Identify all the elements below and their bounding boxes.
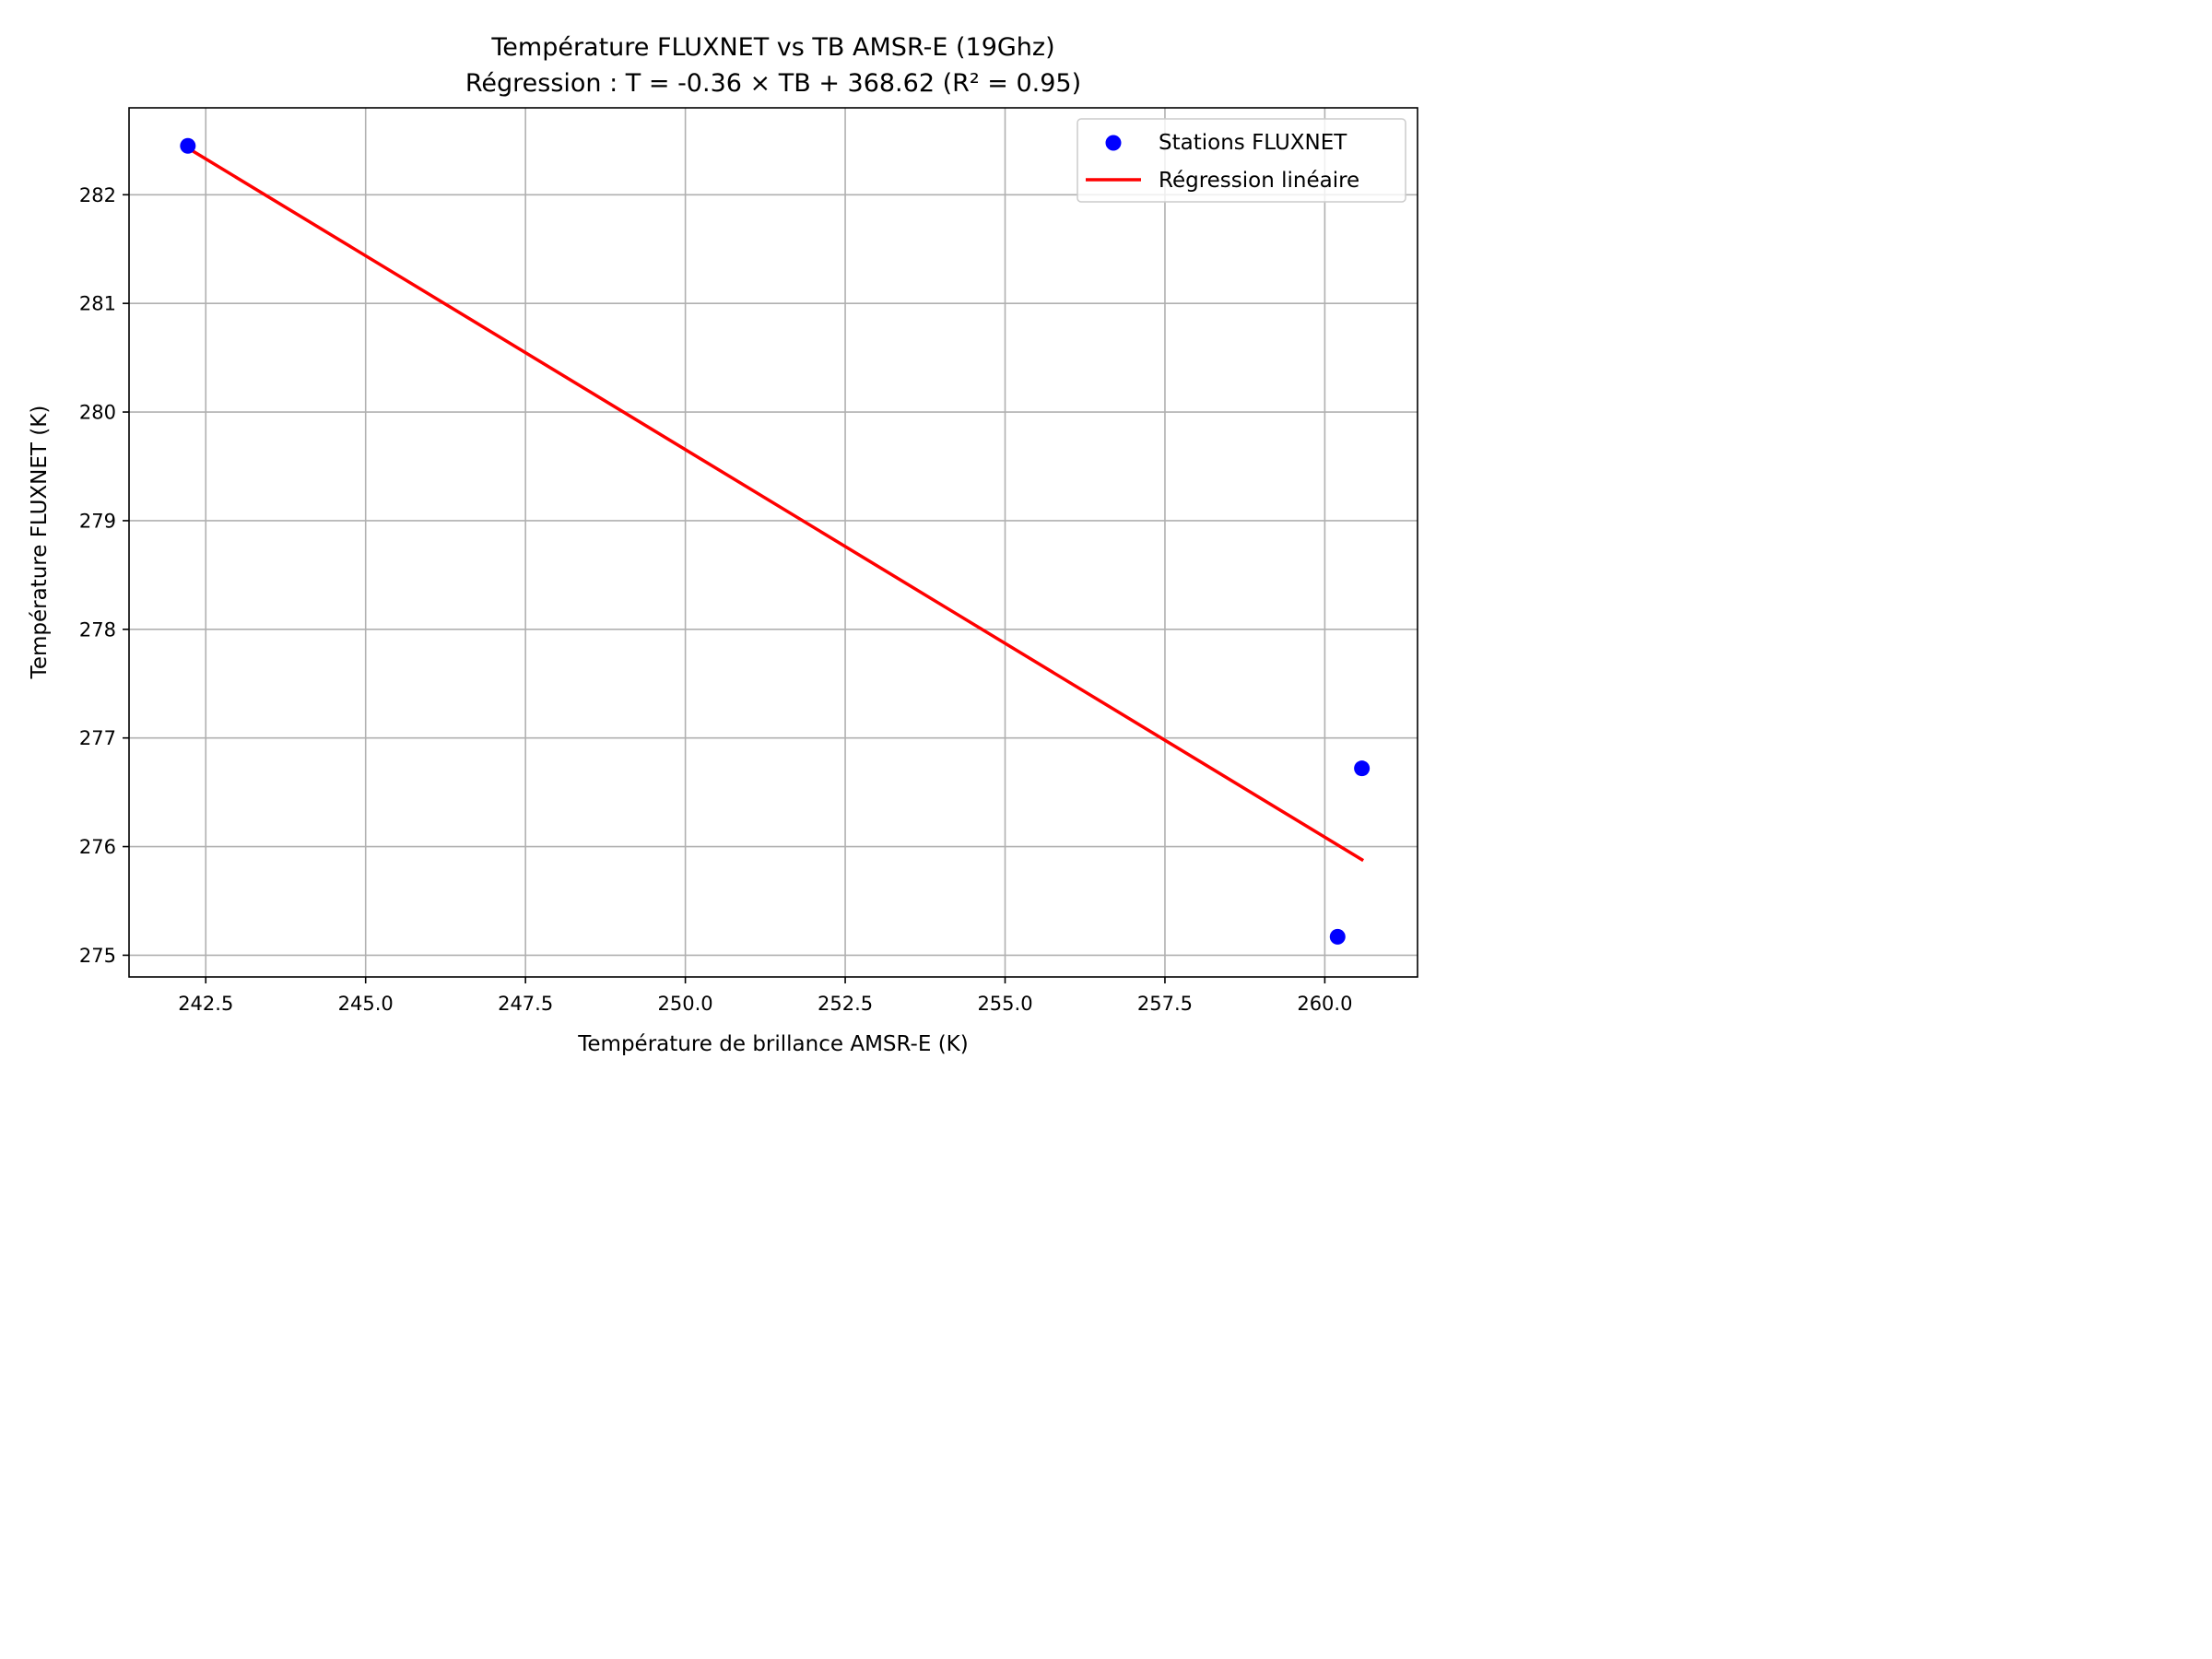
- y-tick-label: 279: [79, 510, 116, 532]
- x-tick-label: 260.0: [1297, 993, 1352, 1015]
- regression-line: [185, 146, 1365, 863]
- x-tick-label: 247.5: [498, 993, 553, 1015]
- x-tick-label: 257.5: [1137, 993, 1193, 1015]
- y-tick-label: 282: [79, 184, 116, 206]
- x-axis: 242.5 245.0 247.5 250.0 252.5 255.0 257.5 260.0: [178, 977, 1352, 1015]
- y-axis-label: Température FLUXNET (K): [28, 406, 52, 680]
- scatter-point: [180, 137, 196, 154]
- y-tick-label: 276: [79, 836, 116, 858]
- y-tick-label: 275: [79, 945, 116, 967]
- y-tick-label: 280: [79, 402, 116, 424]
- x-tick-label: 252.5: [818, 993, 873, 1015]
- x-tick-label: 242.5: [178, 993, 233, 1015]
- legend: Stations FLUXNET Régression linéaire: [1077, 118, 1406, 203]
- x-tick-label: 255.0: [977, 993, 1032, 1015]
- chart-title: Température FLUXNET vs TB AMSR-E (19Ghz): [490, 33, 1054, 62]
- y-tick-label: 281: [79, 293, 116, 315]
- grid-lines: [129, 108, 1418, 977]
- y-tick-label: 278: [79, 618, 116, 641]
- x-axis-label: Température de brillance AMSR-E (K): [577, 1032, 968, 1056]
- chart-subtitle: Régression : T = -0.36 × TB + 368.62 (R²…: [465, 69, 1081, 98]
- x-tick-label: 250.0: [658, 993, 713, 1015]
- scatter-point: [1329, 928, 1346, 945]
- legend-box: [1077, 118, 1406, 203]
- plot-area: [180, 137, 1371, 945]
- legend-label-regression: Régression linéaire: [1159, 169, 1359, 193]
- plot-frame: [128, 107, 1418, 978]
- y-axis: 275 276 277 278 279 280 281 282: [79, 184, 129, 967]
- x-tick-label: 245.0: [338, 993, 394, 1015]
- legend-label-stations: Stations FLUXNET: [1159, 131, 1347, 155]
- chart-figure: Température FLUXNET vs TB AMSR-E (19Ghz)…: [0, 0, 1438, 1078]
- scatter-point: [1354, 760, 1371, 777]
- y-tick-label: 277: [79, 727, 116, 749]
- legend-marker-stations: [1105, 135, 1122, 151]
